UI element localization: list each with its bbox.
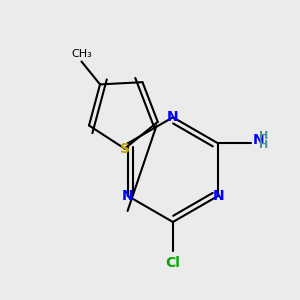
Text: N: N	[212, 189, 224, 203]
Text: N: N	[253, 133, 264, 147]
Text: N: N	[122, 189, 134, 203]
Text: N: N	[167, 110, 179, 124]
Text: H: H	[260, 140, 269, 150]
Text: H: H	[260, 131, 269, 141]
Text: S: S	[120, 142, 130, 156]
Text: CH₃: CH₃	[71, 49, 92, 59]
Text: Cl: Cl	[166, 256, 180, 270]
